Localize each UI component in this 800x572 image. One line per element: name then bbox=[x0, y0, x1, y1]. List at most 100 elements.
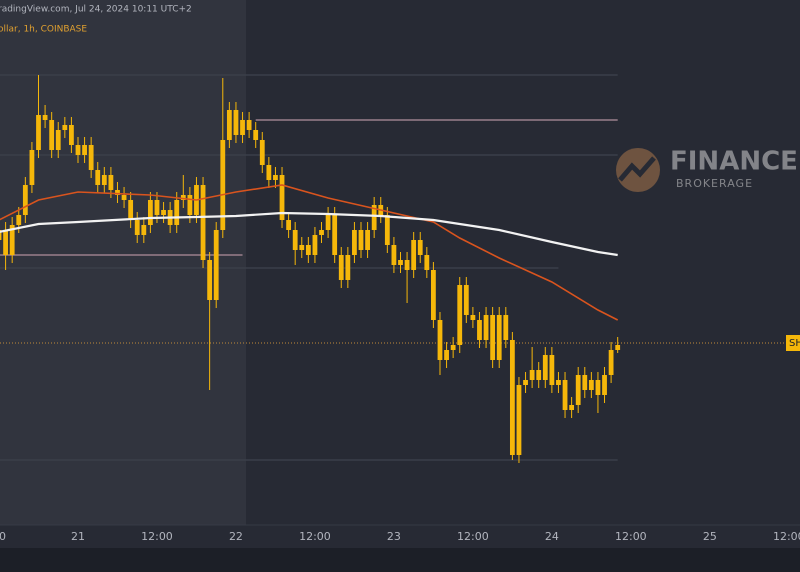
candle-body bbox=[312, 235, 318, 255]
candle-body bbox=[108, 175, 114, 190]
x-tick-label: 12:00 bbox=[299, 530, 331, 543]
candle-body bbox=[338, 255, 344, 280]
candle-body bbox=[121, 195, 127, 200]
ma-line bbox=[0, 211, 618, 257]
candle-body bbox=[75, 145, 81, 155]
candle-body bbox=[483, 315, 489, 340]
candle-body bbox=[595, 380, 601, 395]
x-tick-label: 12:00 bbox=[615, 530, 647, 543]
candle-body bbox=[207, 260, 213, 300]
candle-body bbox=[69, 125, 74, 145]
x-tick-label: 21 bbox=[71, 530, 85, 543]
candle-body bbox=[444, 350, 449, 360]
candle-body bbox=[490, 315, 496, 360]
candle-body bbox=[352, 230, 357, 255]
candle-body bbox=[141, 225, 147, 235]
logo-subtitle: BROKERAGE bbox=[676, 177, 753, 190]
candle-body bbox=[29, 150, 35, 185]
candle-body bbox=[345, 255, 351, 280]
candle-body bbox=[542, 355, 548, 380]
candle-body bbox=[503, 315, 509, 340]
candle-body bbox=[325, 215, 331, 230]
candle-body bbox=[0, 230, 2, 240]
candle-body bbox=[259, 140, 265, 165]
candle-body bbox=[161, 210, 166, 215]
symbol: ollar, 1h, COINBASE bbox=[0, 25, 87, 35]
candle-body bbox=[174, 200, 180, 225]
candle-body bbox=[398, 260, 403, 265]
candle-body bbox=[556, 380, 561, 385]
candle-body bbox=[3, 230, 8, 255]
candle-body bbox=[404, 260, 410, 270]
plot-area bbox=[0, 74, 800, 463]
candle-body bbox=[431, 270, 436, 320]
candle-body bbox=[529, 370, 535, 380]
candle-body bbox=[246, 120, 252, 130]
candle-body bbox=[615, 345, 621, 350]
candle-body bbox=[299, 245, 305, 250]
candle-body bbox=[213, 230, 219, 300]
x-tick-label: 24 bbox=[545, 530, 559, 543]
candle-body bbox=[233, 110, 239, 135]
candle-body bbox=[358, 230, 364, 250]
candle-body bbox=[319, 230, 324, 235]
candle-body bbox=[154, 200, 160, 215]
candle-body bbox=[477, 320, 482, 340]
candle-body bbox=[608, 350, 614, 375]
candle-body bbox=[147, 200, 153, 225]
candle-body bbox=[602, 375, 607, 395]
candle-body bbox=[292, 230, 298, 250]
logo: FINANCE BROKERAGE bbox=[616, 147, 798, 192]
candle-body bbox=[226, 110, 232, 140]
ma-line bbox=[0, 184, 619, 321]
candle-body bbox=[95, 170, 101, 185]
candle-body bbox=[417, 240, 423, 255]
candle-body bbox=[437, 320, 443, 360]
candle-body bbox=[187, 195, 193, 215]
price-tag: SH bbox=[786, 335, 800, 351]
candle-body bbox=[115, 190, 120, 195]
candle-body bbox=[273, 175, 278, 180]
x-tick-label: 22 bbox=[229, 530, 243, 543]
candle-body bbox=[450, 345, 456, 350]
candle-body bbox=[134, 220, 140, 235]
x-tick-label: 12:00 bbox=[773, 530, 800, 543]
candle-body bbox=[516, 385, 522, 455]
price-tag-label: SH bbox=[789, 338, 800, 349]
candle-body bbox=[424, 255, 430, 270]
bottom-bar bbox=[0, 548, 800, 572]
candle-body bbox=[305, 245, 311, 255]
candle-body bbox=[82, 145, 87, 155]
candle-body bbox=[562, 380, 568, 410]
logo-icon-line bbox=[618, 156, 656, 182]
x-tick-label: 12:00 bbox=[141, 530, 173, 543]
candle-body bbox=[279, 175, 285, 220]
candle-body bbox=[496, 315, 502, 360]
candle-body bbox=[536, 370, 542, 380]
candle-body bbox=[266, 165, 272, 180]
candle-body bbox=[101, 175, 107, 185]
candle-body bbox=[411, 240, 417, 270]
price-tag-box bbox=[786, 335, 800, 351]
candle-body bbox=[391, 245, 397, 265]
candle-body bbox=[253, 130, 259, 140]
candle-body bbox=[365, 230, 370, 250]
candle-body bbox=[9, 225, 15, 255]
x-tick-label: 12:00 bbox=[457, 530, 489, 543]
candle-body bbox=[549, 355, 555, 385]
candle-body bbox=[55, 130, 61, 150]
candle-body bbox=[36, 115, 41, 150]
candle-body bbox=[588, 380, 594, 390]
candle-body bbox=[457, 285, 463, 345]
session-highlight bbox=[0, 0, 246, 525]
candle-body bbox=[575, 375, 581, 405]
logo-title: FINANCE bbox=[670, 147, 798, 177]
candle-body bbox=[286, 220, 292, 230]
candle-body bbox=[128, 200, 134, 220]
x-tick-label: 23 bbox=[387, 530, 401, 543]
header: radingView.com, Jul 24, 2024 10:11 UTC+2 bbox=[0, 5, 192, 15]
candle-body bbox=[49, 120, 55, 150]
candle-body bbox=[470, 315, 476, 320]
candle-body bbox=[42, 115, 48, 120]
